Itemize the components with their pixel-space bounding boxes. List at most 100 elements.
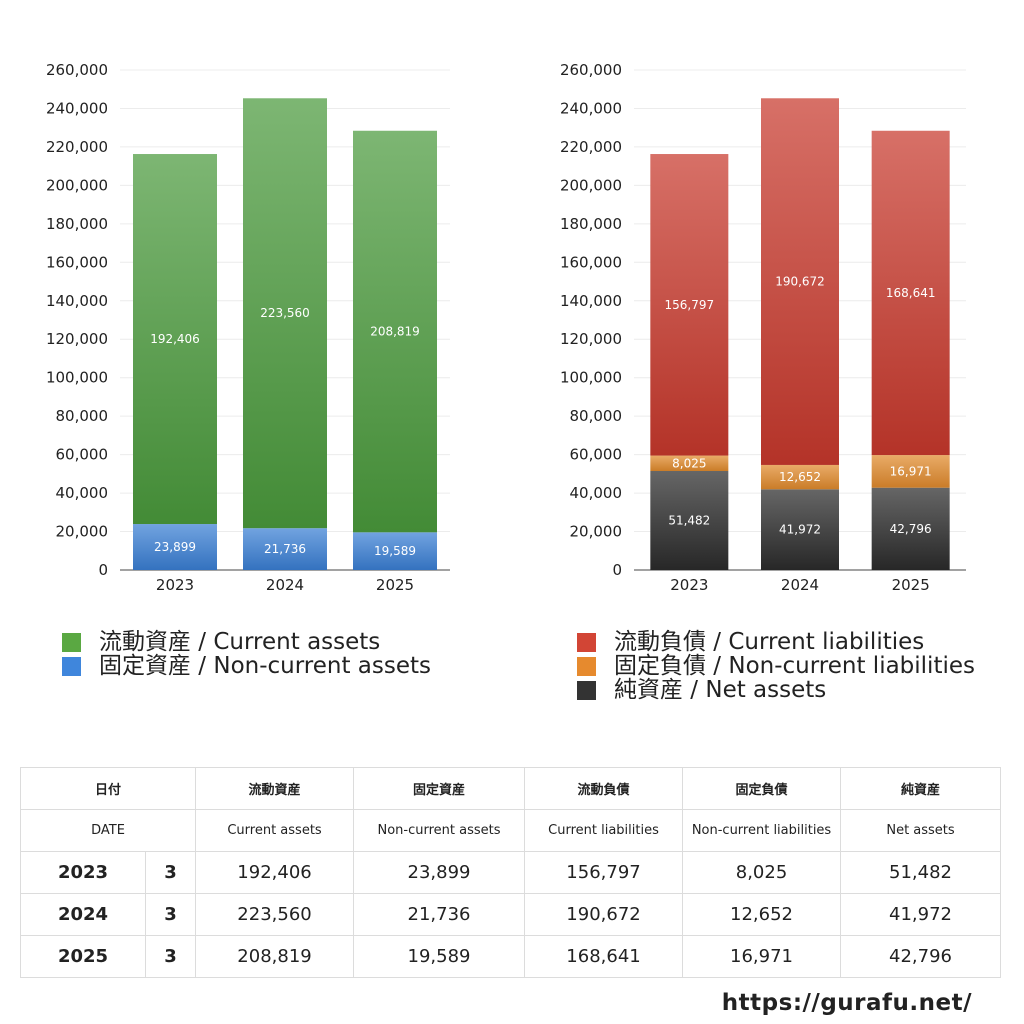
- x-tick-label: 2025: [892, 576, 930, 594]
- y-tick-label: 20,000: [570, 523, 623, 541]
- bar-segment: [650, 455, 729, 471]
- header-net-assets-jp: 純資産: [840, 767, 1002, 810]
- y-tick-label: 160,000: [560, 253, 622, 271]
- y-tick-label: 200,000: [46, 176, 108, 194]
- legend-label: 固定資産 / Non-current assets: [99, 653, 432, 679]
- header-current-liabilities-jp: 流動負債: [524, 767, 684, 810]
- legend-swatch: [62, 656, 81, 676]
- cell-noncurrent-liabilities: 16,971: [682, 935, 842, 978]
- bar-segment: [243, 98, 327, 529]
- bar-segment: [353, 532, 437, 570]
- data-label: 41,972: [779, 523, 821, 537]
- y-tick-label: 120,000: [560, 330, 622, 348]
- header-date-en: DATE: [19, 809, 197, 852]
- y-tick-label: 160,000: [46, 253, 108, 271]
- cell-noncurrent-assets: 21,736: [353, 893, 526, 936]
- header-noncurrent-assets-en: Non-current assets: [353, 809, 526, 852]
- y-tick-label: 40,000: [56, 484, 109, 502]
- legend-label: 流動負債 / Current liabilities: [614, 629, 925, 655]
- bar-segment: [133, 524, 217, 570]
- y-tick-label: 200,000: [560, 176, 622, 194]
- y-tick-label: 120,000: [46, 330, 108, 348]
- x-tick-label: 2023: [156, 576, 194, 594]
- cell-current-assets: 208,819: [195, 935, 355, 978]
- legend-label: 流動資産 / Current assets: [99, 629, 381, 655]
- cell-current-assets: 223,560: [195, 893, 355, 936]
- legend-label: 純資産 / Net assets: [614, 677, 827, 703]
- header-noncurrent-assets-jp: 固定資産: [353, 767, 526, 810]
- bar-segment: [353, 130, 437, 533]
- y-tick-label: 220,000: [46, 138, 108, 156]
- assets-chart: 0 20,000 40,000 60,000 80,000 100,000 120,000 1…: [46, 61, 450, 594]
- cell-month: 3: [144, 893, 197, 936]
- y-tick-label: 100,000: [46, 369, 108, 387]
- cell-current-liabilities: 156,797: [524, 851, 684, 894]
- data-label: 23,899: [154, 540, 196, 554]
- bar-segment: [133, 154, 217, 525]
- x-tick-label: 2024: [266, 576, 304, 594]
- x-tick-label: 2024: [781, 576, 819, 594]
- liabilities-chart: 0 20,000 40,000 60,000 80,000 100,000 120,000 1…: [560, 61, 966, 594]
- y-tick-label: 260,000: [46, 61, 108, 79]
- legend-item-current-liabilities: 流動負債 / Current liabilities: [577, 630, 975, 654]
- legend-swatch: [577, 632, 596, 652]
- table-header-jp: 日付 流動資産 固定資産 流動負債 固定負債 純資産: [19, 767, 1002, 810]
- header-current-assets-en: Current assets: [195, 809, 355, 852]
- table-header-en: DATE Current assets Non-current assets C…: [19, 809, 1002, 852]
- data-label: 21,736: [264, 542, 306, 556]
- data-label: 190,672: [775, 275, 825, 289]
- header-net-assets-en: Net assets: [840, 809, 1002, 852]
- bar-segment: [761, 489, 839, 570]
- legend-item-noncurrent-assets: 固定資産 / Non-current assets: [62, 654, 431, 678]
- bar-segment: [243, 528, 327, 570]
- bar-segment: [871, 487, 950, 570]
- y-tick-label: 60,000: [56, 446, 109, 464]
- y-tick-label: 40,000: [570, 484, 623, 502]
- y-tick-label: 180,000: [46, 215, 108, 233]
- data-label: 12,652: [779, 470, 821, 484]
- cell-net-assets: 42,796: [840, 935, 1002, 978]
- cell-noncurrent-assets: 19,589: [353, 935, 526, 978]
- cell-current-assets: 192,406: [195, 851, 355, 894]
- cell-noncurrent-liabilities: 8,025: [682, 851, 842, 894]
- y-tick-label: 60,000: [570, 446, 623, 464]
- y-tick-label: 260,000: [560, 61, 622, 79]
- cell-noncurrent-assets: 23,899: [353, 851, 526, 894]
- bar-segment: [871, 455, 950, 488]
- data-label: 156,797: [665, 298, 715, 312]
- assets-legend: 流動資産 / Current assets 固定資産 / Non-current…: [62, 630, 431, 678]
- cell-noncurrent-liabilities: 12,652: [682, 893, 842, 936]
- y-tick-label: 80,000: [570, 407, 623, 425]
- bar-segment: [761, 98, 839, 465]
- data-label: 16,971: [890, 464, 932, 478]
- legend-item-noncurrent-liabilities: 固定負債 / Non-current liabilities: [577, 654, 975, 678]
- cell-net-assets: 51,482: [840, 851, 1002, 894]
- data-table: 日付 流動資産 固定資産 流動負債 固定負債 純資産 DATE Current …: [19, 767, 1002, 978]
- y-tick-label: 0: [612, 561, 622, 579]
- data-label: 223,560: [260, 306, 310, 320]
- table-row: 2023 3 192,406 23,899 156,797 8,025 51,4…: [20, 851, 1002, 894]
- bar-segment: [871, 130, 950, 456]
- data-label: 8,025: [672, 456, 706, 470]
- site-url-link[interactable]: https://gurafu.net/: [721, 990, 972, 1016]
- cell-current-liabilities: 168,641: [524, 935, 684, 978]
- cell-month: 3: [144, 935, 197, 978]
- header-date-jp: 日付: [19, 767, 197, 810]
- data-label: 42,796: [890, 522, 932, 536]
- y-tick-label: 180,000: [560, 215, 622, 233]
- y-tick-label: 140,000: [46, 292, 108, 310]
- cell-year: 2025: [20, 935, 146, 978]
- legend-swatch: [577, 680, 596, 700]
- y-tick-label: 220,000: [560, 138, 622, 156]
- x-tick-label: 2023: [670, 576, 708, 594]
- legend-label: 固定負債 / Non-current liabilities: [614, 653, 975, 679]
- data-label: 19,589: [374, 544, 416, 558]
- y-tick-label: 100,000: [560, 369, 622, 387]
- liabilities-legend: 流動負債 / Current liabilities 固定負債 / Non-cu…: [577, 630, 975, 702]
- cell-year: 2023: [20, 851, 146, 894]
- table-row: 2024 3 223,560 21,736 190,672 12,652 41,…: [20, 893, 1002, 936]
- data-label: 51,482: [668, 513, 710, 527]
- legend-swatch: [577, 656, 596, 676]
- header-noncurrent-liabilities-jp: 固定負債: [682, 767, 842, 810]
- bar-segment: [761, 464, 839, 490]
